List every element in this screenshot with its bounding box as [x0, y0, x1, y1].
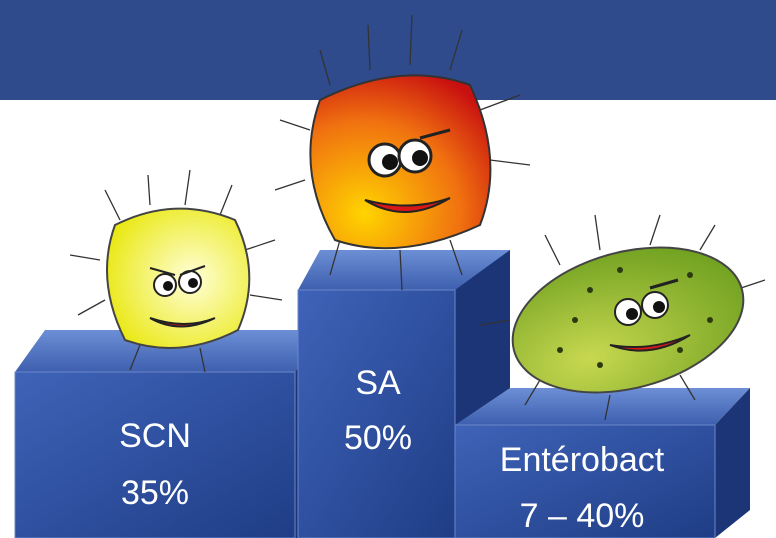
podium-name: SA	[355, 364, 401, 402]
podium-rate: 35%	[121, 474, 189, 512]
podium-rate: 7 – 40%	[520, 497, 645, 535]
page: SCN 35% SA 50% Entérobact 7 – 40% (() =>…	[0, 0, 776, 538]
podium-rate: 50%	[344, 419, 412, 457]
podium-name: Entérobact	[500, 441, 665, 479]
podium-name: SCN	[119, 417, 191, 455]
scene: SCN 35% SA 50% Entérobact 7 – 40%	[0, 0, 776, 538]
